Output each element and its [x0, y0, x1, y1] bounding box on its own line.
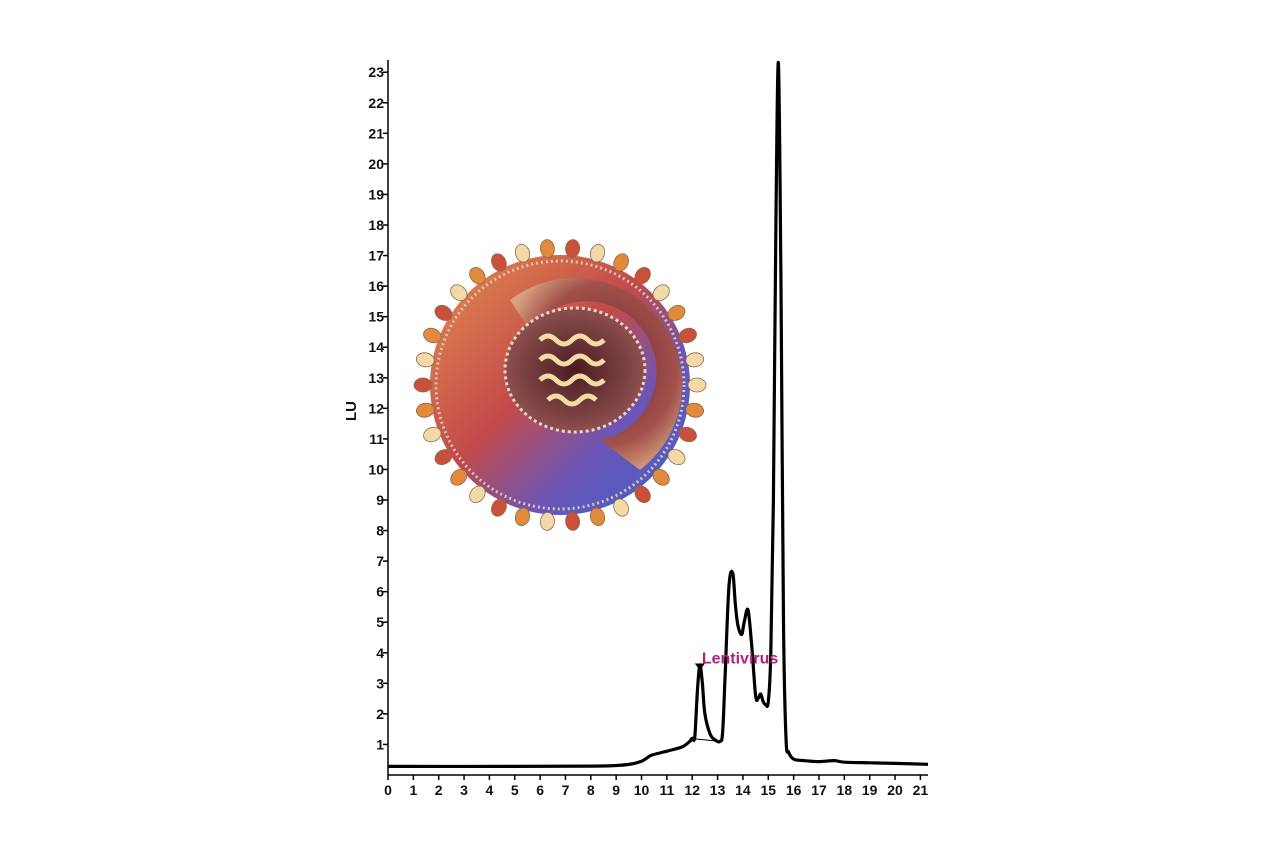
spike-protein: [589, 507, 606, 527]
spike-protein: [539, 512, 555, 531]
y-tick-label: 14: [368, 339, 384, 355]
spike-protein: [667, 449, 686, 466]
y-tick-label: 22: [368, 95, 384, 111]
y-tick-label: 20: [368, 156, 384, 172]
x-tick-label: 17: [811, 782, 827, 798]
spike-protein: [634, 485, 651, 504]
y-tick-label: 18: [368, 217, 384, 233]
x-tick-label: 2: [435, 782, 443, 798]
y-tick-label: 12: [368, 400, 384, 416]
x-tick-label: 8: [587, 782, 595, 798]
x-tick-label: 11: [659, 782, 674, 798]
y-tick-label: 16: [368, 278, 384, 294]
y-tick-label: 19: [368, 186, 384, 202]
y-tick-label: 13: [368, 370, 384, 386]
x-tick-label: 0: [384, 782, 392, 798]
virus-spikes: [413, 239, 707, 531]
chromatogram-line: [387, 60, 929, 769]
spike-protein: [514, 243, 531, 263]
spike-protein: [539, 239, 555, 258]
x-tick-label: 12: [684, 782, 700, 798]
virus-core: [503, 306, 647, 434]
y-tick-label: 7: [376, 553, 384, 569]
x-tick-label: 1: [409, 782, 417, 798]
x-tick-label: 3: [460, 782, 468, 798]
x-tick-label: 16: [786, 782, 802, 798]
spike-protein: [450, 284, 468, 302]
y-tick-label: 15: [368, 309, 384, 325]
spike-protein: [652, 284, 670, 302]
spike-protein: [685, 352, 705, 368]
x-axis-ticks: 0 1 2 3 4 5 6 7 8 9 10 11 12 13 14 15 16 17 18 19 20 21: [384, 775, 928, 798]
x-tick-label: 10: [634, 782, 650, 798]
spike-protein: [423, 426, 442, 443]
x-tick-label: 13: [710, 782, 726, 798]
spike-protein: [678, 426, 697, 443]
x-tick-label: 9: [612, 782, 620, 798]
x-tick-label: 20: [887, 782, 903, 798]
x-tick-label: 21: [913, 782, 929, 798]
spike-protein: [491, 253, 507, 272]
spike-protein: [687, 377, 707, 393]
spike-protein: [634, 266, 651, 285]
spike-protein: [434, 304, 453, 321]
spike-protein: [667, 304, 686, 321]
spike-protein: [469, 485, 486, 504]
y-tick-label: 8: [376, 523, 384, 539]
spike-protein: [613, 498, 629, 517]
y-tick-label: 2: [376, 706, 384, 722]
y-tick-label: 10: [368, 461, 384, 477]
y-tick-label: 23: [368, 64, 384, 80]
spike-protein: [685, 402, 705, 418]
spike-protein: [413, 377, 433, 393]
virus-illustration: [413, 239, 707, 531]
spike-protein: [565, 239, 581, 258]
spike-protein: [613, 253, 629, 272]
rna-helix: [538, 333, 606, 407]
spike-protein: [450, 468, 468, 486]
y-tick-label: 3: [376, 675, 384, 691]
x-tick-label: 4: [486, 782, 494, 798]
y-tick-label: 5: [376, 614, 384, 630]
x-tick-label: 7: [562, 782, 570, 798]
spike-protein: [434, 449, 453, 466]
spike-protein: [415, 352, 435, 368]
y-tick-label: 4: [376, 645, 384, 661]
x-tick-label: 18: [837, 782, 853, 798]
y-tick-label: 1: [376, 736, 384, 752]
peak-marker: [694, 663, 705, 671]
y-tick-label: 6: [376, 584, 384, 600]
y-tick-label: 21: [368, 125, 384, 141]
virus-capsid: [510, 277, 683, 470]
spike-protein: [514, 507, 531, 527]
spike-protein: [678, 327, 697, 344]
spike-protein: [565, 512, 581, 531]
spike-protein: [491, 498, 507, 517]
y-tick-label: 11: [369, 431, 384, 447]
spike-protein: [469, 266, 486, 285]
spike-protein: [589, 243, 606, 263]
x-tick-label: 6: [536, 782, 544, 798]
y-tick-label: 9: [376, 492, 384, 508]
y-tick-label: 17: [368, 248, 384, 264]
x-tick-label: 14: [735, 782, 751, 798]
spike-protein: [423, 327, 442, 344]
lentivirus-annotation: Lentivirus: [702, 650, 779, 667]
x-tick-label: 15: [760, 782, 776, 798]
x-tick-label: 19: [862, 782, 878, 798]
y-axis-title: LU: [343, 401, 360, 421]
spike-protein: [415, 402, 435, 418]
spike-protein: [652, 468, 670, 486]
x-tick-label: 5: [511, 782, 519, 798]
